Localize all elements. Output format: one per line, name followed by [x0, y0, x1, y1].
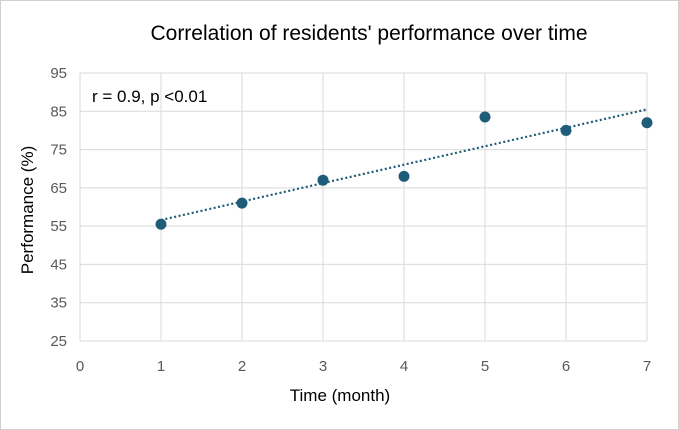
correlation-annotation: r = 0.9, p <0.01 — [92, 87, 207, 106]
y-axis-label: Performance (%) — [18, 146, 37, 274]
x-tick-label: 7 — [643, 358, 651, 375]
chart-title: Correlation of residents' performance ov… — [150, 22, 587, 45]
x-tick-label: 6 — [562, 358, 570, 375]
y-tick-label: 45 — [50, 256, 67, 273]
y-tick-label: 75 — [50, 142, 67, 159]
x-tick-label: 4 — [400, 358, 408, 375]
data-point — [479, 111, 491, 123]
x-tick-label: 0 — [76, 358, 84, 375]
y-tick-label: 25 — [50, 333, 67, 350]
y-tick-label: 85 — [50, 103, 67, 120]
y-tick-label: 55 — [50, 218, 67, 235]
data-point — [236, 197, 248, 209]
data-point — [560, 124, 572, 136]
x-axis-label: Time (month) — [290, 386, 390, 405]
data-point — [317, 174, 329, 186]
y-tick-label: 95 — [50, 65, 67, 82]
data-points — [155, 111, 653, 230]
y-tick-label: 65 — [50, 180, 67, 197]
data-point — [155, 218, 167, 230]
data-point — [398, 170, 410, 182]
grid — [79, 72, 648, 342]
x-tick-label: 2 — [238, 358, 246, 375]
x-tick-label: 3 — [319, 358, 327, 375]
x-tick-label: 5 — [481, 358, 489, 375]
y-tick-label: 35 — [50, 295, 67, 312]
data-point — [641, 117, 653, 129]
x-tick-label: 1 — [157, 358, 165, 375]
